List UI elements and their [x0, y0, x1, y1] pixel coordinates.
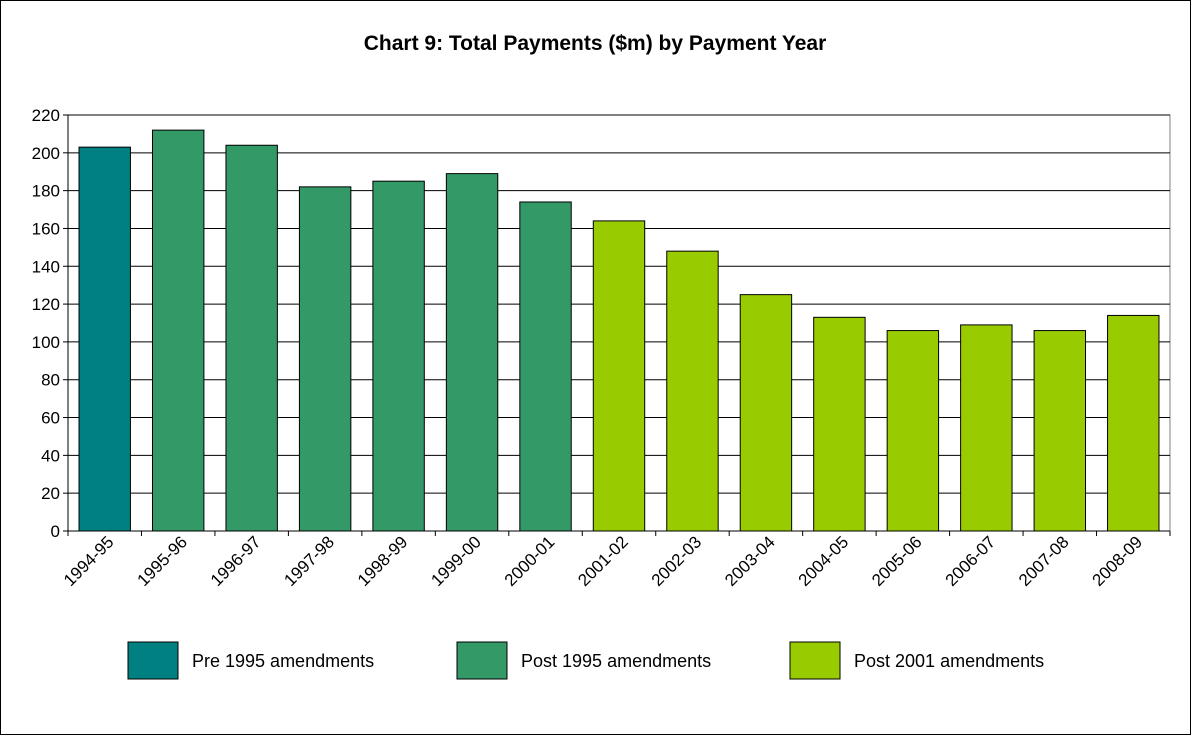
bar-1996-97 — [225, 144, 278, 532]
x-tick-label: 2004-05 — [795, 532, 853, 590]
bar-1995-96 — [151, 129, 205, 532]
y-tick-label: 140 — [32, 257, 60, 276]
x-tick-label: 1995-96 — [133, 532, 191, 590]
bar-2007-08 — [1033, 330, 1087, 532]
x-tick-label: 2000-01 — [501, 532, 559, 590]
bar-2008-09 — [1107, 314, 1160, 532]
y-tick-label: 0 — [51, 522, 60, 541]
legend-swatch — [456, 641, 508, 680]
y-tick-label: 120 — [32, 295, 60, 314]
y-tick-label: 80 — [41, 371, 60, 390]
bar-2000-01 — [519, 201, 572, 532]
bar-2001-02 — [592, 220, 646, 532]
x-tick-label: 1994-95 — [60, 532, 118, 590]
x-tick-label: 2003-04 — [721, 532, 779, 590]
legend-swatch — [789, 641, 841, 680]
y-tick-label: 220 — [32, 106, 60, 125]
x-tick-label: 2005-06 — [868, 532, 926, 590]
legend: Pre 1995 amendments Post 1995 amendments P… — [127, 641, 1044, 680]
x-tick-label: 1997-98 — [280, 532, 338, 590]
x-tick-label: 2008-09 — [1089, 532, 1147, 590]
x-tick-label: 2001-02 — [574, 532, 632, 590]
x-tick-label: 2007-08 — [1015, 532, 1073, 590]
chart-title: Chart 9: Total Payments ($m) by Payment … — [364, 32, 827, 55]
y-tick-label: 60 — [41, 409, 60, 428]
legend-swatch — [127, 641, 179, 680]
bar-1994-95 — [78, 146, 131, 532]
bar-1999-00 — [445, 173, 499, 532]
y-tick-label: 160 — [32, 219, 60, 238]
x-tick-label: 2002-03 — [648, 532, 706, 590]
bar-2005-06 — [886, 330, 940, 532]
bar-1997-98 — [298, 186, 352, 532]
bar-2002-03 — [666, 250, 719, 532]
y-tick-label: 20 — [41, 484, 60, 503]
x-tick-label: 1998-99 — [354, 532, 412, 590]
x-tick-label: 2006-07 — [942, 532, 1000, 590]
x-tick-label: 1996-97 — [207, 532, 265, 590]
y-tick-label: 40 — [41, 446, 60, 465]
bar-1998-99 — [372, 180, 425, 532]
bar-2006-07 — [960, 324, 1013, 532]
bar-2004-05 — [813, 316, 866, 532]
x-tick-label: 1999-00 — [427, 532, 485, 590]
y-tick-label: 200 — [32, 144, 60, 163]
legend-label: Post 2001 amendments — [854, 651, 1044, 671]
legend-label: Pre 1995 amendments — [192, 651, 374, 671]
y-tick-label: 100 — [32, 333, 60, 352]
bar-2003-04 — [739, 294, 793, 532]
y-tick-label: 180 — [32, 182, 60, 201]
plot-area: 0 20 40 60 80 100 120 140 160 180 200 220 1994-95 199… — [32, 106, 1171, 590]
legend-label: Post 1995 amendments — [521, 651, 711, 671]
